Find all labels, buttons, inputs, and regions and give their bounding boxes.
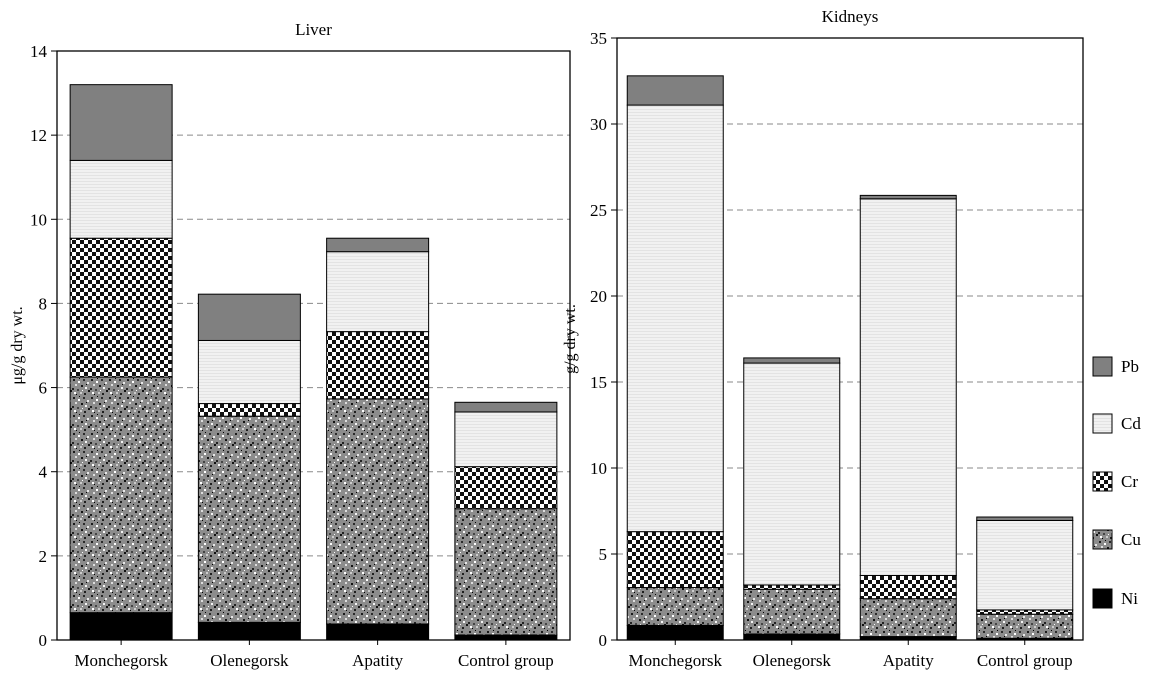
y-tick-label: 12 [30, 126, 47, 145]
y-tick-label: 2 [39, 547, 48, 566]
bar-segment-kidneys-apatity-cu [859, 598, 957, 638]
bar-segment-kidneys-apatity-pb [859, 194, 957, 200]
y-tick-label: 35 [590, 29, 607, 48]
y-tick-label: 30 [590, 115, 607, 134]
chart-title: Liver [295, 20, 332, 39]
bar-segment-liver-monchegorsk-ni [69, 612, 173, 641]
legend-label-cu: Cu [1121, 530, 1141, 549]
legend-swatch-cu [1092, 529, 1113, 550]
bar-segment-liver-apatity-ni [326, 623, 430, 641]
y-tick-label: 20 [590, 287, 607, 306]
y-tick-label: 0 [39, 631, 48, 650]
legend-swatch-cr [1092, 471, 1113, 492]
chart-panel-liver: Monchegorsk Olenegorsk Apatity Control grou… [9, 20, 571, 670]
bar-segment-liver-control-group-ni [454, 634, 558, 641]
x-tick-label: Monchegorsk [74, 651, 168, 670]
plot-frame [616, 37, 1084, 641]
plot-frame [56, 50, 571, 641]
bar-segment-kidneys-control-group-pb [976, 516, 1074, 521]
bar-segment-liver-control-group-cr [454, 466, 558, 510]
bar-segment-liver-olenegorsk-cd [197, 339, 301, 405]
bar-segment-liver-monchegorsk-pb [69, 84, 173, 161]
bar-segment-kidneys-control-group-cu [976, 613, 1074, 639]
x-tick-label: Olenegorsk [210, 651, 289, 670]
legend-swatch-pb [1092, 356, 1113, 377]
legend-label-ni: Ni [1121, 589, 1138, 608]
y-tick-label: 15 [590, 373, 607, 392]
legend-swatch-cd [1092, 413, 1113, 434]
bar-segment-liver-olenegorsk-pb [197, 293, 301, 341]
y-axis-label: μg/g dry wt. [9, 306, 26, 384]
x-tick-label: Olenegorsk [753, 651, 832, 670]
bar-segment-kidneys-control-group-cr [976, 609, 1074, 615]
y-tick-label: 10 [590, 459, 607, 478]
chart-panel-kidneys: Monchegorsk Olenegorsk Apatity Control grou… [562, 7, 1084, 670]
x-tick-label: Apatity [883, 651, 934, 670]
bar-segment-liver-control-group-cu [454, 508, 558, 636]
y-tick-label: 14 [30, 42, 48, 61]
bar-segment-liver-apatity-cr [326, 331, 430, 400]
bar-segment-kidneys-monchegorsk-cr [626, 531, 724, 589]
legend: Pb Cd Cr Cu Ni [1092, 356, 1141, 609]
y-tick-label: 10 [30, 210, 47, 229]
bar-segment-liver-apatity-pb [326, 237, 430, 253]
bar-segment-kidneys-control-group-cd [976, 519, 1074, 611]
y-tick-label: 25 [590, 201, 607, 220]
legend-label-pb: Pb [1121, 357, 1139, 376]
bar-segment-liver-monchegorsk-cd [69, 159, 173, 239]
bar-segment-liver-apatity-cd [326, 251, 430, 333]
y-tick-label: 0 [599, 631, 608, 650]
legend-swatch-ni [1092, 588, 1113, 609]
bar-segment-kidneys-monchegorsk-pb [626, 75, 724, 106]
y-axis-label: g/g dry wt. [562, 304, 579, 374]
bar-segment-kidneys-monchegorsk-cd [626, 104, 724, 533]
x-tick-label: Control group [458, 651, 554, 670]
bar-segment-liver-olenegorsk-ni [197, 621, 301, 641]
bar-segment-kidneys-olenegorsk-cu [743, 588, 841, 635]
bar-segment-liver-olenegorsk-cr [197, 403, 301, 417]
bar-segment-kidneys-monchegorsk-cu [626, 587, 724, 626]
bar-segment-liver-monchegorsk-cr [69, 237, 173, 378]
bar-segment-kidneys-apatity-cr [859, 575, 957, 600]
x-tick-label: Control group [977, 651, 1073, 670]
bar-segment-liver-monchegorsk-cu [69, 376, 173, 614]
bar-segment-kidneys-olenegorsk-cr [743, 584, 841, 590]
bar-segment-liver-control-group-pb [454, 401, 558, 413]
legend-label-cd: Cd [1121, 414, 1141, 433]
chart-title: Kidneys [822, 7, 879, 26]
bar-segment-liver-olenegorsk-cu [197, 415, 301, 623]
y-tick-label: 5 [599, 545, 608, 564]
x-tick-label: Apatity [352, 651, 403, 670]
y-tick-label: 8 [39, 294, 48, 313]
bar-segment-liver-control-group-cd [454, 411, 558, 468]
bar-segment-kidneys-olenegorsk-ni [743, 633, 841, 641]
bar-segment-kidneys-monchegorsk-ni [626, 624, 724, 641]
bar-segment-kidneys-olenegorsk-pb [743, 357, 841, 364]
bar-segment-liver-apatity-cu [326, 398, 430, 625]
x-tick-label: Monchegorsk [629, 651, 723, 670]
legend-label-cr: Cr [1121, 472, 1138, 491]
y-tick-label: 6 [39, 379, 48, 398]
y-tick-label: 4 [39, 463, 48, 482]
bar-segment-kidneys-apatity-cd [859, 198, 957, 576]
bar-segment-kidneys-olenegorsk-cd [743, 362, 841, 586]
